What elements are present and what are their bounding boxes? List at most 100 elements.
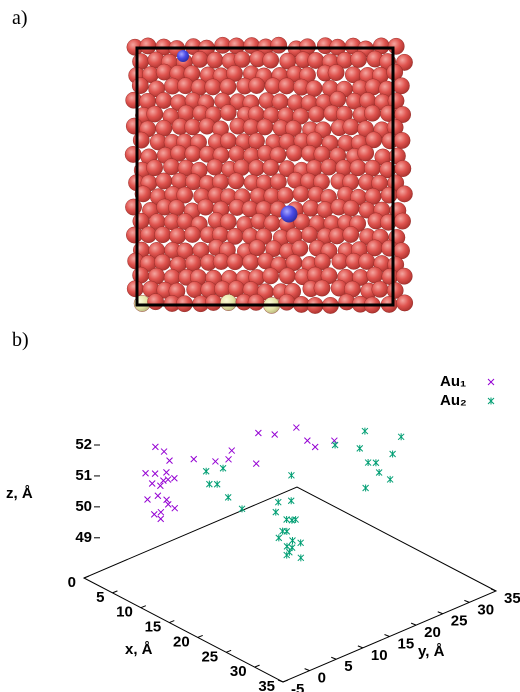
- atom: [307, 105, 325, 123]
- atom: [285, 144, 303, 162]
- atom: [247, 293, 265, 311]
- data-point: [283, 542, 291, 550]
- atom: [350, 51, 367, 68]
- data-point: [154, 492, 162, 500]
- legend-label: Au₁: [440, 373, 466, 390]
- atom: [363, 104, 381, 122]
- data-point: [293, 424, 300, 431]
- data-point: [271, 431, 279, 438]
- data-point: [144, 496, 151, 503]
- x-tick-label: 10: [116, 604, 133, 621]
- atom: [396, 294, 414, 312]
- x-tick-label: 15: [145, 619, 162, 636]
- panel-label: a): [12, 7, 28, 29]
- data-point: [283, 515, 290, 523]
- z-tick-label: 49: [75, 529, 92, 546]
- atom: [342, 226, 360, 243]
- atom: [342, 199, 360, 217]
- atom: [342, 118, 360, 136]
- data-point: [362, 484, 369, 492]
- x-tick: [112, 590, 118, 594]
- data-point: [386, 475, 394, 483]
- data-point: [287, 497, 295, 505]
- data-point: [297, 554, 305, 562]
- atom: [124, 146, 142, 163]
- atom: [125, 198, 142, 216]
- x-tick-label: 25: [201, 648, 218, 665]
- y-tick-label: 35: [504, 590, 520, 607]
- data-point: [274, 498, 282, 506]
- atom: [248, 239, 266, 257]
- data-point: [288, 516, 296, 524]
- data-point: [252, 460, 260, 468]
- atom: [248, 77, 266, 94]
- data-point: [225, 455, 232, 463]
- atom: [395, 185, 413, 203]
- x-tick-label: 35: [258, 678, 275, 692]
- y-tick: [331, 656, 337, 660]
- atom: [206, 158, 224, 176]
- y-tick-label: 20: [424, 624, 441, 641]
- x-tick: [83, 575, 90, 579]
- data-point: [164, 476, 172, 483]
- x-tick-label: 0: [68, 574, 76, 591]
- atom: [394, 160, 412, 177]
- data-point: [213, 480, 221, 488]
- atom: [219, 104, 237, 121]
- atom: [291, 239, 309, 257]
- atom: [278, 267, 296, 285]
- data-point: [152, 443, 159, 451]
- atom: [366, 266, 384, 284]
- atom: [139, 37, 157, 55]
- data-point: [157, 508, 165, 516]
- data-point: [171, 504, 179, 512]
- data-point: [160, 448, 168, 455]
- y-tick-label: 5: [344, 658, 352, 675]
- y-axis-label: y, Å: [418, 643, 445, 660]
- legend-label: Au₂: [440, 392, 467, 409]
- atom: [155, 92, 173, 109]
- x-tick: [197, 634, 203, 638]
- atom: [146, 105, 164, 123]
- data-point: [228, 447, 236, 454]
- atom: [205, 294, 222, 311]
- atom: [394, 212, 411, 230]
- data-point: [255, 429, 262, 437]
- data-point: [171, 474, 178, 482]
- atom: [262, 51, 280, 69]
- data-point: [275, 534, 283, 542]
- atom: [147, 293, 165, 311]
- y-tick-label: 0: [318, 670, 326, 687]
- data-point: [364, 459, 372, 467]
- z-tick-label: 50: [75, 498, 92, 515]
- atom: [227, 172, 245, 190]
- atom: [184, 118, 202, 136]
- atom: [177, 50, 189, 62]
- atom: [146, 159, 163, 177]
- atom: [168, 199, 185, 217]
- atom: [184, 254, 202, 272]
- panel-label: b): [12, 329, 29, 351]
- legend-marker: [487, 378, 495, 386]
- atom: [163, 158, 180, 176]
- atom: [262, 267, 279, 285]
- data-point: [286, 548, 293, 556]
- data-point: [311, 443, 319, 451]
- atom: [280, 205, 298, 223]
- x-tick: [282, 679, 289, 683]
- data-point: [224, 493, 232, 501]
- atom: [131, 77, 149, 94]
- atom: [169, 227, 187, 245]
- atom: [387, 37, 405, 55]
- y-tick: [437, 611, 443, 615]
- atom: [197, 198, 214, 216]
- atom: [219, 78, 237, 96]
- atom: [393, 132, 411, 149]
- data-point: [202, 467, 210, 475]
- y-tick: [464, 599, 470, 603]
- x-tick: [254, 664, 260, 668]
- x-tick: [140, 605, 147, 609]
- x-tick-label: 20: [173, 633, 190, 650]
- y-tick-label: -5: [291, 681, 304, 692]
